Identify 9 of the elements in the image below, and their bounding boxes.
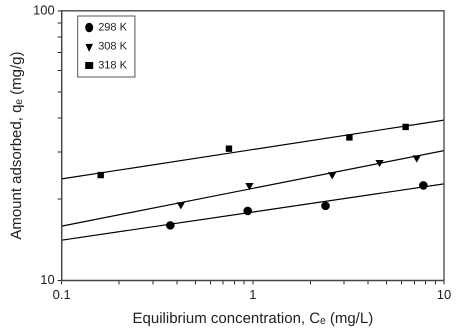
y-tick-label: 100 — [32, 2, 55, 18]
legend-label: 298 K — [98, 22, 128, 34]
legend-label: 318 K — [98, 60, 128, 72]
legend-label: 308 K — [98, 40, 128, 53]
x-tick-label: 0.1 — [52, 286, 71, 302]
y-axis-title: Amount adsorbed, qₑ (mg/g) — [8, 52, 26, 240]
x-axis-title: Equilibrium concentration, Cₑ (mg/L) — [132, 310, 374, 328]
x-tick-label: 1 — [249, 286, 256, 302]
x-tick-label: 10 — [436, 286, 452, 302]
